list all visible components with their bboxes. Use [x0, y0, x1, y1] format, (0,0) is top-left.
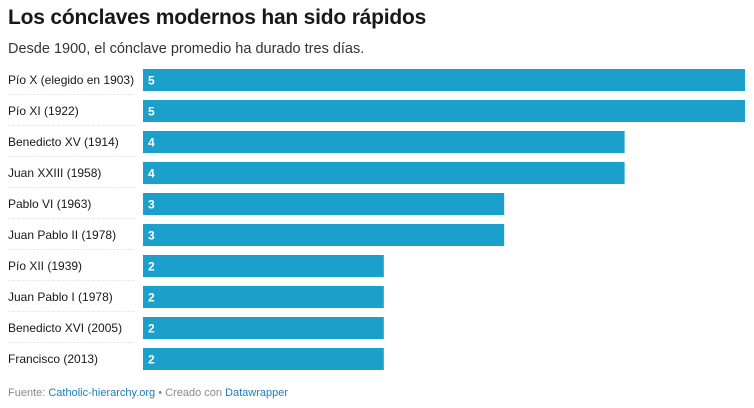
- category-label: Pío XII (1939): [8, 259, 82, 273]
- bar-row: Pío XI (1922) 5: [8, 100, 745, 126]
- bar-value-label: 3: [148, 198, 155, 212]
- bar-row: Pablo VI (1963) 3: [8, 193, 505, 219]
- bar-row: Benedicto XVI (2005) 2: [8, 317, 384, 343]
- footer-separator: • Creado con: [155, 387, 226, 399]
- bar-value-label: 3: [148, 229, 155, 243]
- bar-value-label: 5: [148, 74, 155, 88]
- datawrapper-link[interactable]: Datawrapper: [225, 387, 289, 399]
- category-label: Francisco (2013): [8, 352, 98, 366]
- bar-row: Juan Pablo II (1978) 3: [8, 224, 505, 250]
- bar-row: Pío XII (1939) 2: [8, 255, 384, 281]
- bar: [143, 348, 384, 370]
- category-label: Benedicto XVI (2005): [8, 321, 122, 335]
- bar-value-label: 2: [148, 260, 155, 274]
- category-label: Juan Pablo II (1978): [8, 228, 116, 242]
- category-label: Juan Pablo I (1978): [8, 290, 113, 304]
- bar-row: Juan XXIII (1958) 4: [8, 162, 625, 188]
- bar: [143, 69, 745, 91]
- bar-value-label: 2: [148, 353, 155, 367]
- source-link[interactable]: Catholic-hierarchy.org: [48, 387, 156, 399]
- bar: [143, 162, 625, 184]
- bar-row: Francisco (2013) 2: [8, 348, 384, 370]
- chart-title: Los cónclaves modernos han sido rápidos: [8, 6, 427, 29]
- category-label: Benedicto XV (1914): [8, 135, 119, 149]
- bar: [143, 193, 505, 215]
- bar: [143, 131, 625, 153]
- bar-value-label: 2: [148, 291, 155, 305]
- bar-row: Pío X (elegido en 1903) 5: [8, 69, 745, 95]
- bar: [143, 286, 384, 308]
- bar-row: Juan Pablo I (1978) 2: [8, 286, 384, 312]
- category-label: Pío XI (1922): [8, 104, 79, 118]
- bar: [143, 224, 505, 246]
- bar-value-label: 2: [148, 322, 155, 336]
- category-label: Pablo VI (1963): [8, 197, 91, 211]
- category-label: Pío X (elegido en 1903): [8, 73, 134, 87]
- bar-value-label: 4: [148, 167, 155, 181]
- source-prefix: Fuente:: [8, 387, 49, 399]
- bar-value-label: 5: [148, 105, 155, 119]
- bar-value-label: 4: [148, 136, 155, 150]
- chart-subtitle: Desde 1900, el cónclave promedio ha dura…: [8, 41, 365, 57]
- bar: [143, 317, 384, 339]
- bar: [143, 255, 384, 277]
- bar-chart: Pío X (elegido en 1903) 5 Pío XI (1922) 5 Be…: [8, 69, 745, 370]
- bar: [143, 100, 745, 122]
- chart-footer: Fuente: Catholic-hierarchy.org • Creado …: [8, 387, 288, 399]
- bar-row: Benedicto XV (1914) 4: [8, 131, 625, 157]
- category-label: Juan XXIII (1958): [8, 166, 101, 180]
